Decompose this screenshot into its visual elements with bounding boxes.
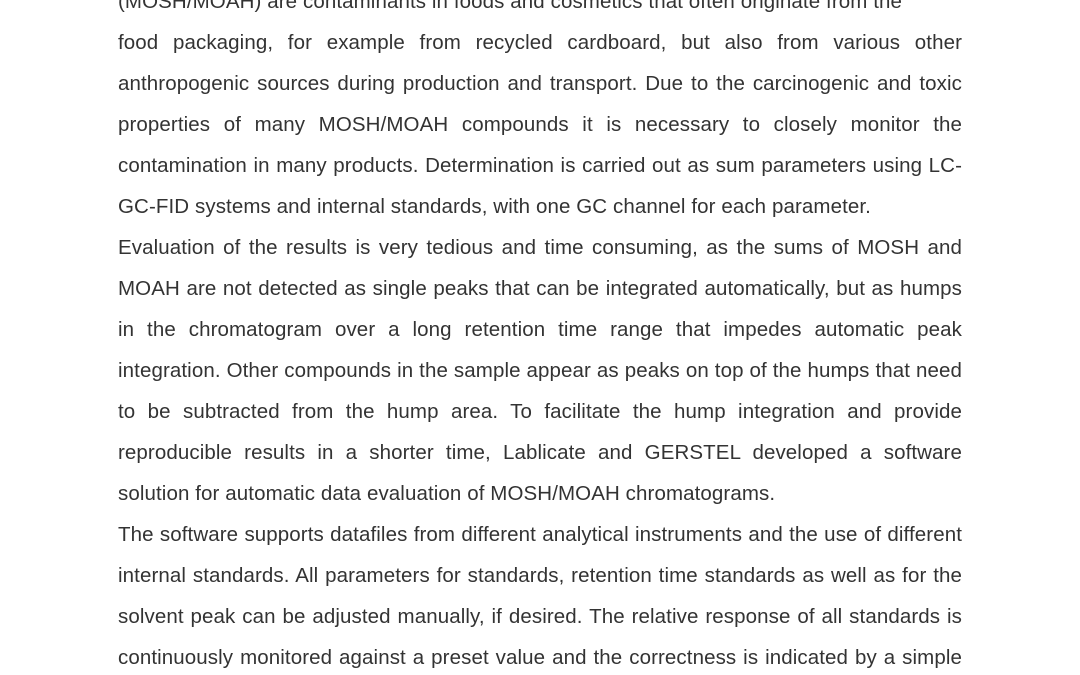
paragraph-3: The software supports datafiles from dif… <box>118 514 962 675</box>
document-page: (MOSH/MOAH) are contaminants in foods an… <box>0 0 1080 675</box>
paragraph-1-remainder: food packaging, for example from recycle… <box>118 22 962 227</box>
paragraph-1-cut-line: (MOSH/MOAH) are contaminants in foods an… <box>118 0 962 22</box>
paragraph-2: Evaluation of the results is very tediou… <box>118 227 962 514</box>
top-cut-wrapper: (MOSH/MOAH) are contaminants in foods an… <box>118 0 962 22</box>
